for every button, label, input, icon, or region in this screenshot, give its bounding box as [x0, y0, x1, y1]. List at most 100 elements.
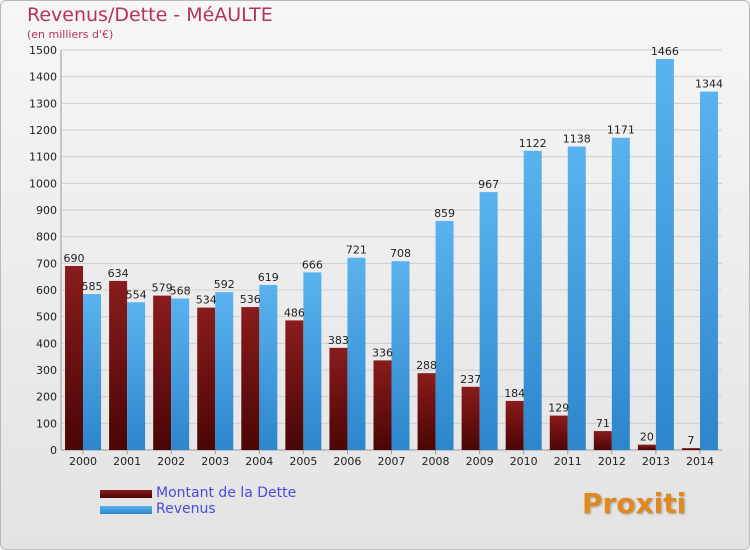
bar-dette-value-label: 383 [328, 334, 349, 347]
bar-revenus-value-label: 619 [258, 271, 279, 284]
y-tick-label: 1400 [29, 71, 57, 84]
x-tick-label: 2011 [554, 455, 582, 468]
bar-revenus-value-label: 666 [302, 258, 323, 271]
bar-revenus-value-label: 859 [434, 207, 455, 220]
bar-revenus-value-label: 1171 [607, 124, 635, 137]
bar-dette [373, 360, 392, 450]
bar-dette-value-label: 634 [108, 267, 129, 280]
bar-revenus-value-label: 1466 [651, 45, 679, 58]
bar-revenus [347, 257, 366, 450]
bar-revenus-value-label: 585 [82, 280, 103, 293]
bar-revenus-value-label: 592 [214, 278, 235, 291]
bar-revenus [567, 146, 586, 451]
x-tick-label: 2001 [113, 455, 141, 468]
bar-dette [417, 373, 436, 450]
y-tick-label: 400 [36, 337, 57, 350]
bar-revenus [479, 192, 498, 450]
bar-revenus [259, 284, 278, 450]
bar-revenus [435, 220, 454, 450]
bar-dette-value-label: 486 [284, 306, 305, 319]
bar-dette [505, 400, 524, 450]
x-tick-label: 2010 [510, 455, 538, 468]
x-tick-label: 2013 [642, 455, 670, 468]
x-tick-label: 2012 [598, 455, 626, 468]
proxiti-logo: Proxiti [582, 487, 687, 520]
bar-dette [681, 448, 700, 450]
y-tick-label: 800 [36, 231, 57, 244]
x-tick-label: 2002 [157, 455, 185, 468]
bar-dette-value-label: 536 [240, 293, 261, 306]
bar-revenus [127, 302, 146, 450]
bar-revenus [611, 137, 630, 450]
bar-revenus [215, 292, 234, 450]
bar-dette-value-label: 336 [372, 346, 393, 359]
bar-dette [329, 347, 348, 450]
bar-dette-value-label: 534 [196, 294, 217, 307]
bar-dette [593, 431, 612, 450]
x-tick-label: 2006 [333, 455, 361, 468]
y-tick-label: 700 [36, 257, 57, 270]
bar-dette-value-label: 20 [640, 431, 654, 444]
x-tick-label: 2004 [245, 455, 273, 468]
chart-subtitle: (en milliers d'€) [27, 28, 114, 41]
legend-swatch-dette [100, 490, 152, 498]
x-tick-label: 2007 [378, 455, 406, 468]
bar-dette-value-label: 184 [504, 387, 525, 400]
bar-revenus [391, 261, 410, 450]
bar-dette-value-label: 7 [687, 434, 694, 447]
y-tick-label: 1100 [29, 151, 57, 164]
y-tick-label: 0 [50, 444, 57, 457]
x-tick-label: 2014 [686, 455, 714, 468]
y-tick-label: 900 [36, 204, 57, 217]
bar-dette [65, 266, 84, 450]
bar-revenus [83, 294, 102, 450]
y-tick-label: 100 [36, 417, 57, 430]
bar-dette [461, 386, 480, 450]
y-tick-label: 300 [36, 364, 57, 377]
legend-swatch-revenus [100, 506, 152, 514]
x-axis: 2000 2001 2002 2003 2004 2005 2006 2007 2008 2009… [69, 450, 714, 468]
y-tick-label: 1500 [29, 44, 57, 57]
chart-title: Revenus/Dette - MéAULTE [27, 4, 273, 26]
bar-dette-value-label: 237 [460, 373, 481, 386]
bar-dette-value-label: 579 [152, 282, 173, 295]
bar-dette [109, 280, 128, 450]
x-tick-label: 2009 [466, 455, 494, 468]
legend-label-dette: Montant de la Dette [156, 485, 297, 501]
y-tick-label: 600 [36, 284, 57, 297]
bar-dette [197, 307, 216, 450]
bar-revenus-value-label: 721 [346, 244, 367, 257]
y-tick-label: 200 [36, 391, 57, 404]
bar-revenus-value-label: 1122 [519, 137, 547, 150]
y-tick-label: 1300 [29, 97, 57, 110]
bar-dette-value-label: 129 [548, 402, 569, 415]
y-tick-label: 1000 [29, 177, 57, 190]
bars [65, 59, 718, 451]
bar-dette-value-label: 288 [416, 359, 437, 372]
x-tick-label: 2005 [289, 455, 317, 468]
y-tick-label: 500 [36, 311, 57, 324]
bar-revenus-value-label: 967 [478, 178, 499, 191]
bar-dette [241, 307, 260, 450]
x-tick-label: 2000 [69, 455, 97, 468]
bar-revenus-value-label: 1138 [563, 133, 591, 146]
bar-revenus [655, 59, 674, 451]
x-tick-label: 2003 [201, 455, 229, 468]
bar-revenus-value-label: 568 [170, 285, 191, 298]
bar-dette-value-label: 71 [596, 417, 610, 430]
bar-revenus [523, 150, 542, 451]
bar-revenus-value-label: 708 [390, 247, 411, 260]
bar-revenus [171, 298, 190, 450]
bar-revenus-value-label: 554 [126, 288, 147, 301]
bar-dette [549, 415, 568, 450]
bar-revenus [303, 272, 322, 450]
bar-dette [285, 320, 304, 450]
bar-dette-value-label: 690 [64, 252, 85, 265]
bar-revenus-value-label: 1344 [695, 78, 723, 91]
legend-label-revenus: Revenus [156, 501, 216, 517]
x-tick-label: 2008 [422, 455, 450, 468]
y-tick-label: 1200 [29, 124, 57, 137]
bar-revenus [699, 91, 718, 450]
